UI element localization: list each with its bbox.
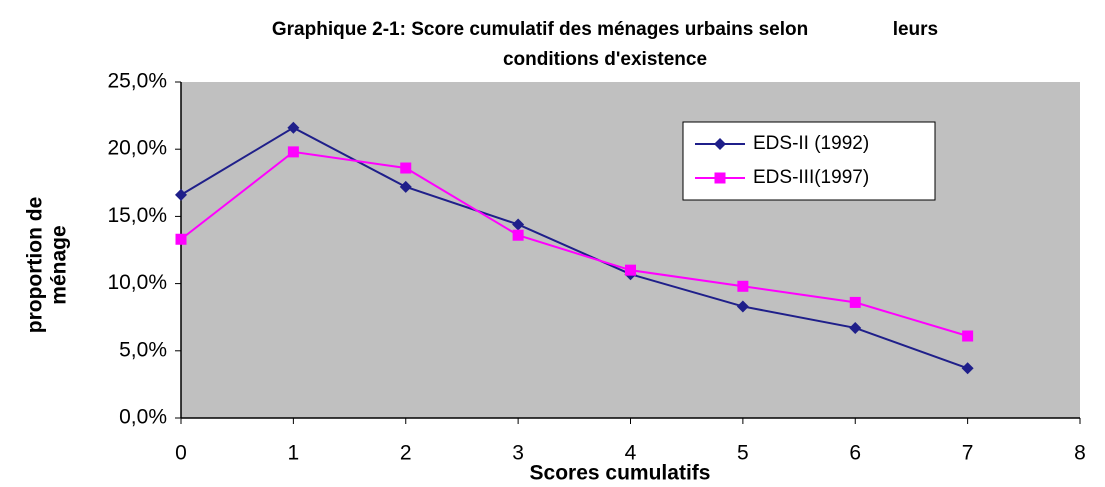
x-tick-label: 7: [962, 442, 974, 465]
y-tick-label: 20,0%: [107, 137, 167, 160]
legend-label: EDS-III(1997): [753, 167, 869, 188]
point: [849, 296, 861, 308]
point: [736, 300, 749, 313]
legend-marker: [714, 172, 726, 184]
point: [512, 229, 524, 241]
point: [625, 264, 636, 276]
point: [512, 218, 525, 231]
x-axis-label: Scores cumulatifs: [530, 462, 711, 485]
legend-marker: [714, 138, 726, 150]
legend: [682, 121, 936, 201]
y-axis-label: ménage: [48, 225, 71, 304]
y-tick-label: 25,0%: [107, 70, 167, 93]
point: [737, 280, 749, 292]
point: [849, 321, 862, 334]
x-tick-label: 8: [1074, 442, 1086, 465]
y-tick-label: 10,0%: [107, 271, 167, 294]
y-tick-label: 0,0%: [119, 406, 167, 429]
x-tick-label: 4: [625, 442, 637, 465]
plot-area: [181, 82, 1080, 418]
point: [399, 180, 412, 193]
point: [287, 146, 299, 158]
series-line: [180, 150, 968, 337]
point: [400, 162, 412, 174]
point: [287, 121, 300, 134]
y-axis-label: proportion de: [24, 197, 47, 333]
x-tick-label: 0: [175, 442, 187, 465]
chart-title: Graphique 2-1: Score cumulatif des ménag…: [272, 19, 938, 40]
point: [962, 330, 974, 342]
point: [175, 233, 187, 245]
y-tick-label: 15,0%: [107, 204, 167, 227]
y-tick-label: 5,0%: [119, 338, 167, 361]
chart-title: conditions d'existence: [503, 49, 707, 70]
x-tick-label: 2: [400, 442, 412, 465]
x-tick-label: 5: [737, 442, 749, 465]
x-tick-label: 1: [288, 442, 300, 465]
series-line: [180, 126, 968, 370]
x-tick-label: 3: [512, 442, 524, 465]
x-tick-label: 6: [849, 442, 861, 465]
legend-label: EDS-II (1992): [753, 133, 869, 154]
point: [175, 188, 187, 201]
point: [961, 362, 974, 375]
